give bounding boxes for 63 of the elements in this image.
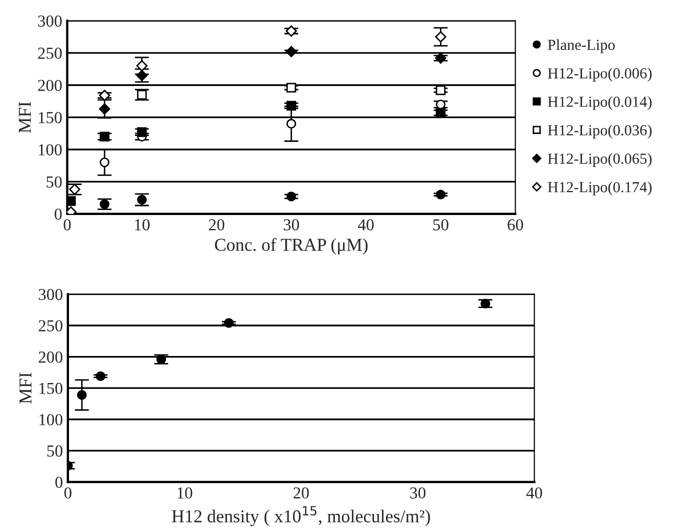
legend-label: H12-Lipo(0.065) [548,153,652,167]
point [286,118,296,129]
legend-label: H12-Lipo(0.014) [548,96,652,110]
point [224,318,234,328]
point [137,194,147,205]
y-tick-label: 50 [47,445,62,457]
point [436,100,446,110]
x-tick-label: 10 [178,487,192,499]
legend-label: H12-Lipo(0.036) [548,124,652,139]
point [137,127,147,137]
x-tick-label: 60 [508,219,524,230]
point [98,103,110,115]
y-tick-label: 250 [38,320,62,332]
point [435,52,446,64]
point [436,108,446,118]
point [435,31,446,42]
y-axis-title: MFI [18,102,31,133]
point [286,46,297,58]
y-tick-label: 300 [38,15,62,27]
y-tick-label: 100 [40,414,62,426]
x-tick-label: 50 [433,219,448,230]
y-tick-label: 200 [38,351,62,363]
point [286,192,296,202]
x-tick-label: 20 [294,487,309,499]
point [480,298,490,308]
y-axis-title: MFI [20,372,32,404]
legend-label: Plane-Lipo [548,39,615,54]
y-tick-label: 150 [38,112,62,124]
point [100,199,110,210]
point [77,390,87,400]
point [137,90,147,100]
x-axis-title: Conc. of TRAP (μM) [214,238,368,255]
y-tick-label: 300 [38,288,62,300]
y-tick-label: 150 [40,382,62,394]
y-tick-label: 0 [54,208,62,220]
legend-label: H12-Lipo(0.174) [548,182,652,196]
y-tick-label: 0 [55,476,62,488]
x-tick-label: 10 [135,219,150,230]
point [67,196,76,206]
point [286,25,297,37]
x-tick-label: 0 [64,219,71,230]
point [286,82,296,93]
y-tick-label: 250 [38,48,62,59]
x-tick-label: 30 [410,487,426,499]
y-tick-label: 200 [38,80,62,92]
legend-label: H12-Lipo(0.006) [548,68,652,82]
point [96,371,106,382]
point [100,158,110,168]
y-tick-label: 100 [38,144,62,156]
point [136,60,148,72]
point [100,132,110,142]
y-tick-label: 50 [46,176,62,188]
point [436,190,446,200]
x-tick-label: 40 [358,219,374,230]
x-tick-label: 40 [526,487,542,499]
point [98,90,110,102]
x-tick-label: 30 [284,219,299,230]
point [436,85,446,96]
point [156,354,166,364]
point [286,100,296,111]
x-axis-title: H12 density ( x10$^{15}$, molecules/m²) [172,506,430,526]
x-tick-label: 0 [64,487,72,499]
x-tick-label: 20 [209,219,224,230]
